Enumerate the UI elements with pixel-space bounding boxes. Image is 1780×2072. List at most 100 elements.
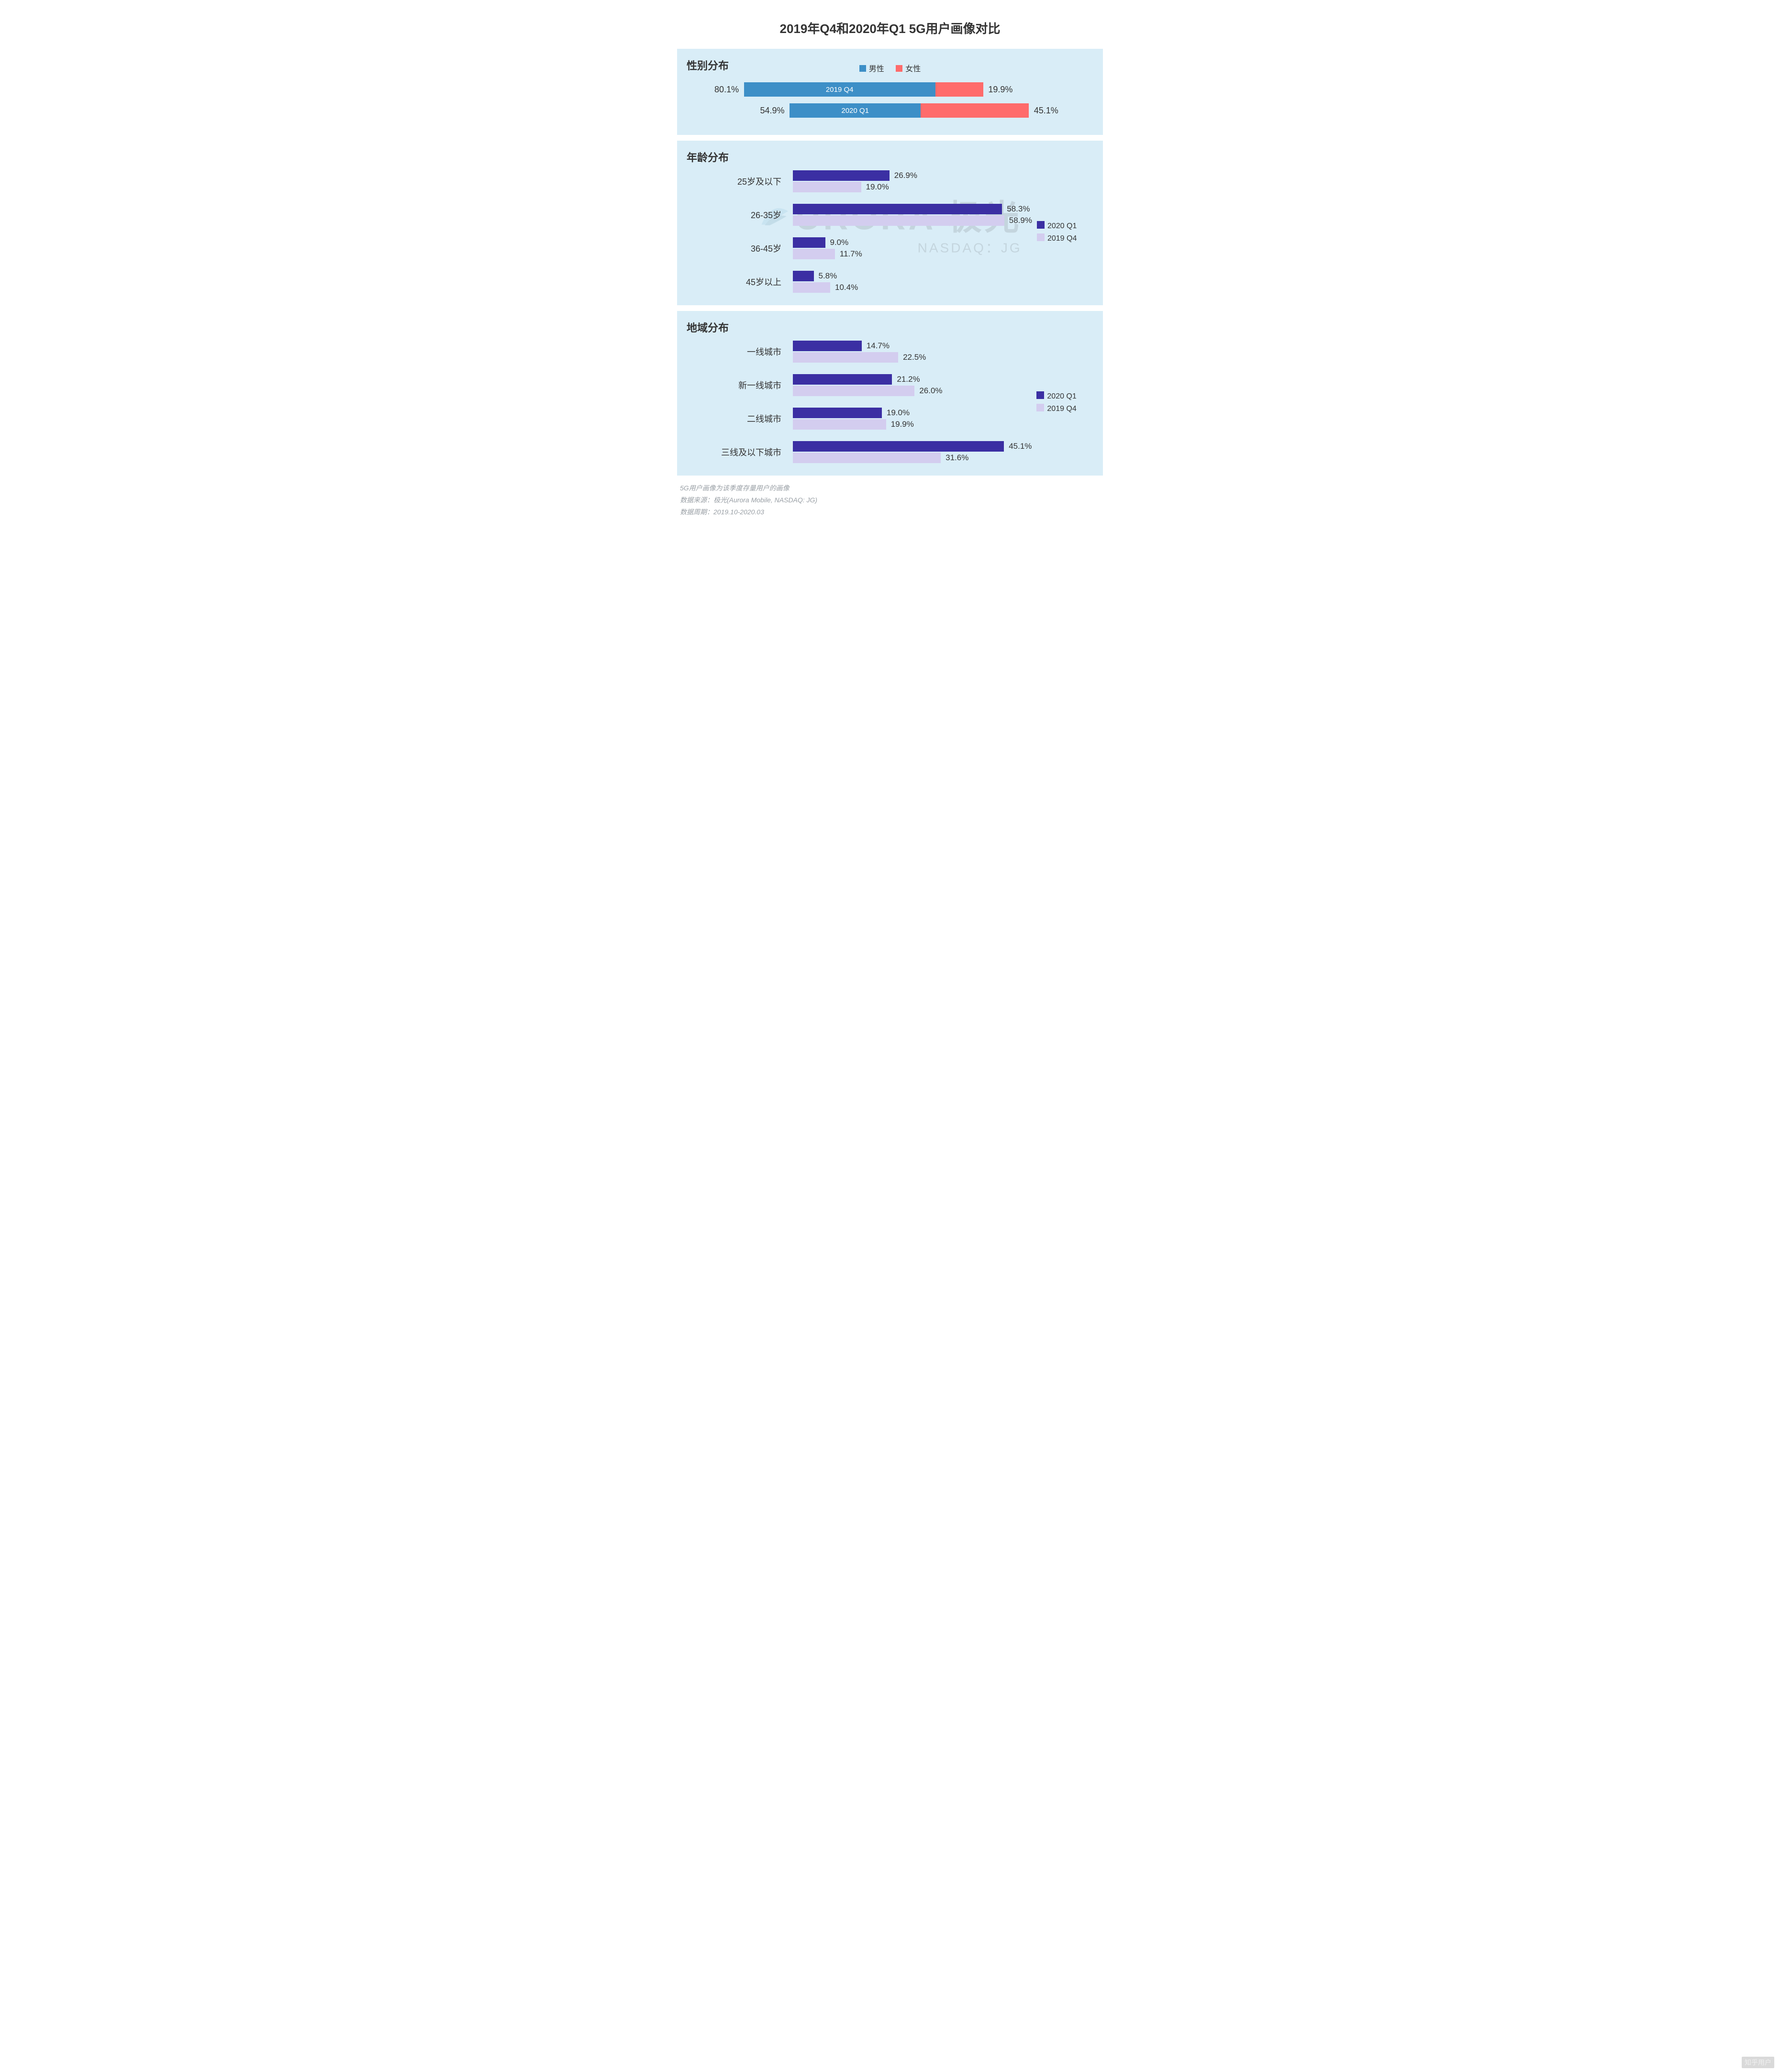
bar-value: 45.1%: [1009, 442, 1032, 451]
legend-label-male: 男性: [869, 65, 884, 73]
bar-row-2020q1: 26.9%: [793, 170, 1032, 181]
legend-label-2019q4: 2019 Q4: [1047, 405, 1076, 413]
bar-group: 45岁以上 5.8% 10.4%: [687, 271, 1032, 293]
bar-2020q1: [793, 441, 1004, 452]
male-pct: 80.1%: [687, 85, 739, 95]
bar-2020q1: [793, 271, 814, 281]
bar-group: 一线城市 14.7% 22.5%: [687, 341, 1032, 363]
male-bar: 2019 Q4: [744, 82, 935, 97]
bar-2020q1: [793, 341, 862, 351]
bar-2020q1: [793, 374, 892, 385]
bar-value: 9.0%: [830, 238, 849, 247]
bar-value: 21.2%: [897, 375, 920, 384]
bar-2020q1: [793, 237, 825, 248]
gender-bar: 2019 Q4: [744, 82, 983, 97]
gender-panel: 性别分布 男性 女性 80.1%2019 Q419.9%54.9%2020 Q1…: [677, 49, 1103, 135]
bar-group: 36-45岁 9.0% 11.7%: [687, 237, 1032, 259]
legend-label-2020q1: 2020 Q1: [1047, 222, 1077, 230]
female-bar: [921, 103, 1029, 118]
bar-row-2019q4: 31.6%: [793, 453, 1032, 463]
bar-row-2019q4: 10.4%: [793, 282, 1032, 293]
bar-value: 26.0%: [919, 386, 942, 396]
bar-2019q4: [793, 352, 898, 363]
age-panel-title: 年龄分布: [687, 149, 1093, 165]
bar-row-2020q1: 14.7%: [793, 341, 1032, 351]
bar-row-2020q1: 5.8%: [793, 271, 1032, 281]
female-bar: [935, 82, 983, 97]
bar-2020q1: [793, 170, 890, 181]
bar-row-2020q1: 9.0%: [793, 237, 1032, 248]
bar-2020q1: [793, 204, 1002, 214]
bar-row-2020q1: 19.0%: [793, 408, 1032, 418]
bar-2019q4: [793, 249, 835, 259]
bar-row-2019q4: 11.7%: [793, 249, 1032, 259]
region-legend: 2020 Q1 2019 Q4: [1032, 388, 1093, 416]
bar-row-2020q1: 45.1%: [793, 441, 1032, 452]
bar-row-2019q4: 19.9%: [793, 419, 1032, 430]
male-bar: 2020 Q1: [790, 103, 921, 118]
bar-2019q4: [793, 419, 886, 430]
female-pct: 19.9%: [988, 85, 1093, 95]
bar-value: 22.5%: [903, 353, 926, 362]
bar-value: 19.9%: [891, 420, 914, 429]
zhihu-watermark: 知乎用户: [1742, 2057, 1774, 2068]
bar-row-2020q1: 21.2%: [793, 374, 1032, 385]
region-panel-title: 地域分布: [687, 320, 1093, 335]
bar-value: 10.4%: [835, 283, 858, 292]
gender-row: 80.1% 2019 Q4 19.9%: [687, 82, 1093, 97]
bar-group-label: 新一线城市: [687, 374, 787, 396]
bar-value: 58.3%: [1007, 204, 1030, 214]
footer-line-3: 数据周期：2019.10-2020.03: [680, 506, 1100, 518]
male-pct: 54.9%: [687, 106, 785, 116]
bar-2019q4: [793, 282, 830, 293]
bar-group: 二线城市 19.0% 19.9%: [687, 408, 1032, 430]
bar-2019q4: [793, 182, 861, 192]
bar-row-2019q4: 58.9%: [793, 215, 1032, 226]
legend-label-female: 女性: [905, 65, 921, 73]
bar-value: 31.6%: [946, 453, 968, 463]
bar-value: 19.0%: [866, 182, 889, 192]
bar-value: 58.9%: [1009, 216, 1032, 225]
legend-label-2019q4: 2019 Q4: [1047, 234, 1077, 243]
legend-swatch-2019q4: [1036, 404, 1044, 411]
bar-group: 25岁及以下 26.9% 19.0%: [687, 170, 1032, 192]
bar-value: 5.8%: [819, 271, 837, 281]
bar-group-label: 一线城市: [687, 341, 787, 363]
footer-line-2: 数据来源：极光(Aurora Mobile, NASDAQ: JG): [680, 494, 1100, 506]
legend-swatch-male: [859, 65, 866, 72]
bar-2020q1: [793, 408, 882, 418]
bar-row-2019q4: 19.0%: [793, 182, 1032, 192]
gender-bar: 2020 Q1: [790, 103, 1029, 118]
legend-label-2020q1: 2020 Q1: [1047, 392, 1076, 400]
bar-row-2019q4: 22.5%: [793, 352, 1032, 363]
legend-swatch-female: [896, 65, 902, 72]
age-panel: URORA 极光 NASDAQ：JG 年龄分布 25岁及以下26.9%19.0%…: [677, 141, 1103, 305]
bar-value: 11.7%: [840, 249, 862, 259]
bar-value: 14.7%: [867, 341, 890, 351]
page-title: 2019年Q4和2020年Q1 5G用户画像对比: [668, 19, 1112, 37]
female-pct: 45.1%: [1034, 106, 1093, 116]
bar-value: 19.0%: [887, 408, 910, 418]
region-panel: 地域分布 一线城市 14.7% 22.5% 新一线城市 21.2% 26.0% 二线城市 19…: [677, 311, 1103, 476]
bar-group-label: 25岁及以下: [687, 170, 787, 192]
bar-group-label: 36-45岁: [687, 237, 787, 259]
footer-line-1: 5G用户画像为该季度存量用户的画像: [680, 482, 1100, 494]
bar-group-label: 三线及以下城市: [687, 441, 787, 463]
bar-group: 新一线城市 21.2% 26.0%: [687, 374, 1032, 396]
bar-2019q4: [793, 386, 914, 396]
footer: 5G用户画像为该季度存量用户的画像 数据来源：极光(Aurora Mobile,…: [680, 482, 1100, 519]
bar-group-label: 二线城市: [687, 408, 787, 430]
age-legend: 2020 Q1 2019 Q4: [1032, 218, 1093, 246]
legend-swatch-2019q4: [1037, 233, 1045, 241]
bar-2019q4: [793, 453, 941, 463]
bar-row-2020q1: 58.3%: [793, 204, 1032, 214]
gender-row: 54.9% 2020 Q1 45.1%: [687, 103, 1093, 118]
bar-group-label: 26-35岁: [687, 204, 787, 226]
bar-2019q4: [793, 215, 1004, 226]
bar-group: 26-35岁 58.3% 58.9%: [687, 204, 1032, 226]
legend-swatch-2020q1: [1037, 221, 1045, 229]
bar-value: 26.9%: [894, 171, 917, 180]
bar-group-label: 45岁以上: [687, 271, 787, 293]
bar-group: 三线及以下城市 45.1% 31.6%: [687, 441, 1032, 463]
legend-swatch-2020q1: [1036, 391, 1044, 399]
